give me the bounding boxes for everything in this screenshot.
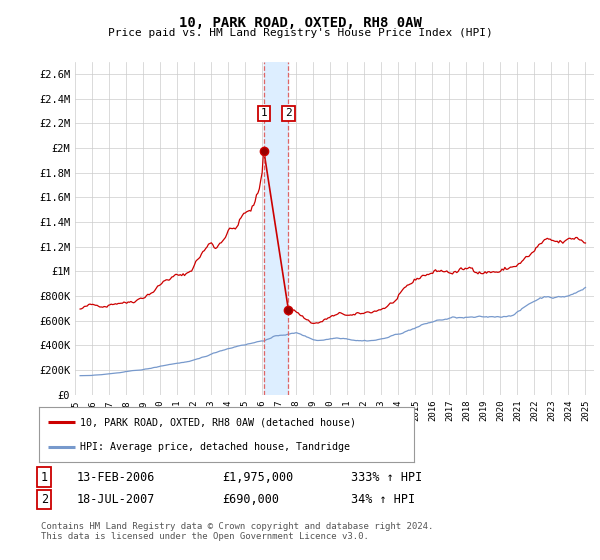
Text: 18-JUL-2007: 18-JUL-2007 [77,493,155,506]
Text: 333% ↑ HPI: 333% ↑ HPI [351,470,422,484]
Text: £690,000: £690,000 [222,493,279,506]
Text: 13-FEB-2006: 13-FEB-2006 [77,470,155,484]
Text: 2: 2 [285,109,292,118]
Text: 10, PARK ROAD, OXTED, RH8 0AW: 10, PARK ROAD, OXTED, RH8 0AW [179,16,421,30]
Text: 1: 1 [260,109,267,118]
Bar [264,62,289,395]
Text: £1,975,000: £1,975,000 [222,470,293,484]
Text: 2: 2 [41,493,48,506]
Text: 34% ↑ HPI: 34% ↑ HPI [351,493,415,506]
Text: HPI: Average price, detached house, Tandridge: HPI: Average price, detached house, Tand… [80,442,350,451]
Text: Contains HM Land Registry data © Crown copyright and database right 2024.
This d: Contains HM Land Registry data © Crown c… [41,522,433,542]
Text: Price paid vs. HM Land Registry's House Price Index (HPI): Price paid vs. HM Land Registry's House … [107,28,493,38]
Text: 1: 1 [41,470,48,484]
Text: 10, PARK ROAD, OXTED, RH8 0AW (detached house): 10, PARK ROAD, OXTED, RH8 0AW (detached … [80,418,356,427]
